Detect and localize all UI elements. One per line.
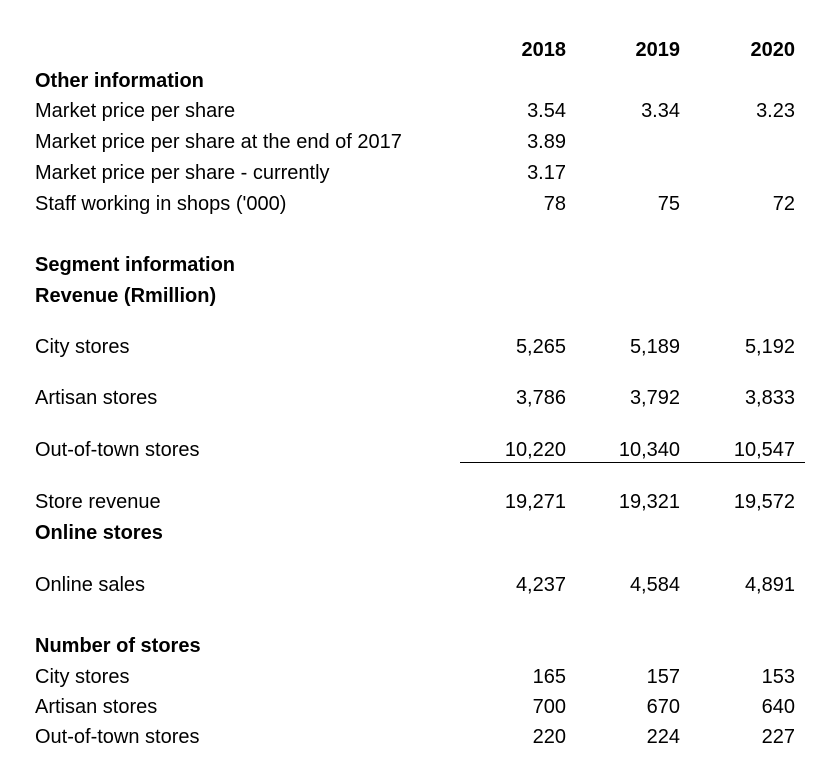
value-2020: 3,833 (744, 387, 795, 409)
value-2019: 157 (646, 666, 680, 688)
row-label: Store revenue (35, 491, 161, 513)
number-of-stores-heading-row: Number of stores (0, 631, 830, 661)
other-information-heading: Other information (35, 70, 204, 92)
value-2020: 72 (772, 193, 795, 215)
subtotal-rule (460, 462, 805, 463)
value-2018: 700 (532, 696, 566, 718)
table-row: City stores 5,265 5,189 5,192 (0, 332, 830, 362)
value-2020: 19,572 (733, 491, 795, 513)
table-row: Artisan stores 3,786 3,792 3,833 (0, 383, 830, 413)
value-2020: 5,192 (744, 336, 795, 358)
value-2018: 220 (532, 726, 566, 748)
value-2018: 19,271 (504, 491, 566, 513)
other-information-heading-row: Other information (0, 66, 830, 96)
table-row: Online sales 4,237 4,584 4,891 (0, 570, 830, 600)
value-2020: 640 (761, 696, 795, 718)
value-2019: 670 (646, 696, 680, 718)
value-2018: 3.17 (527, 162, 566, 184)
value-2018: 3.89 (527, 131, 566, 153)
value-2019: 5,189 (629, 336, 680, 358)
row-label: Market price per share (35, 100, 236, 122)
value-2020: 227 (761, 726, 795, 748)
segment-information-heading: Segment information (35, 254, 236, 276)
value-2020: 3.23 (756, 100, 795, 122)
value-2019: 10,340 (618, 439, 680, 461)
table-row: Staff working in shops ('000) 78 75 72 (0, 189, 830, 219)
value-2018: 165 (532, 666, 566, 688)
row-label: City stores (35, 666, 130, 688)
row-label: Market price per share - currently (35, 162, 330, 184)
value-2018: 3.54 (527, 100, 566, 122)
table-row: Market price per share at the end of 201… (0, 127, 830, 157)
value-2020: 4,891 (744, 574, 795, 596)
value-2020: 153 (761, 666, 795, 688)
row-label: Online sales (35, 574, 146, 596)
number-of-stores-heading: Number of stores (35, 635, 201, 657)
value-2019: 3.34 (641, 100, 680, 122)
value-2018: 4,237 (515, 574, 566, 596)
year-header-2020: 2020 (750, 39, 796, 61)
table-row: Artisan stores 700 670 640 (0, 692, 830, 722)
value-2018: 5,265 (515, 336, 566, 358)
table-row: Market price per share - currently 3.17 (0, 158, 830, 188)
row-label: Staff working in shops ('000) (35, 193, 287, 215)
table-row: Out-of-town stores 220 224 227 (0, 722, 830, 752)
row-label: Artisan stores (35, 696, 158, 718)
segment-information-heading-row: Segment information (0, 250, 830, 280)
value-2018: 78 (543, 193, 566, 215)
value-2019: 75 (657, 193, 680, 215)
value-2019: 19,321 (618, 491, 680, 513)
year-header-row: 2018 2019 2020 (0, 35, 830, 65)
revenue-subheading: Revenue (Rmillion) (35, 285, 217, 307)
table-row: City stores 165 157 153 (0, 662, 830, 692)
row-label: City stores (35, 336, 130, 358)
value-2018: 3,786 (515, 387, 566, 409)
value-2019: 224 (646, 726, 680, 748)
row-label: Out-of-town stores (35, 439, 200, 461)
online-stores-heading-row: Online stores (0, 518, 830, 548)
row-label: Artisan stores (35, 387, 158, 409)
row-label: Market price per share at the end of 201… (35, 131, 402, 153)
table-row: Out-of-town stores 10,220 10,340 10,547 (0, 435, 830, 465)
value-2020: 10,547 (733, 439, 795, 461)
online-stores-heading: Online stores (35, 522, 163, 544)
value-2019: 4,584 (629, 574, 680, 596)
table-row: Market price per share 3.54 3.34 3.23 (0, 96, 830, 126)
row-label: Out-of-town stores (35, 726, 200, 748)
value-2018: 10,220 (504, 439, 566, 461)
year-header-2018: 2018 (521, 39, 567, 61)
year-header-2019: 2019 (635, 39, 681, 61)
store-revenue-total-row: Store revenue 19,271 19,321 19,572 (0, 487, 830, 517)
value-2019: 3,792 (629, 387, 680, 409)
revenue-subheading-row: Revenue (Rmillion) (0, 281, 830, 311)
